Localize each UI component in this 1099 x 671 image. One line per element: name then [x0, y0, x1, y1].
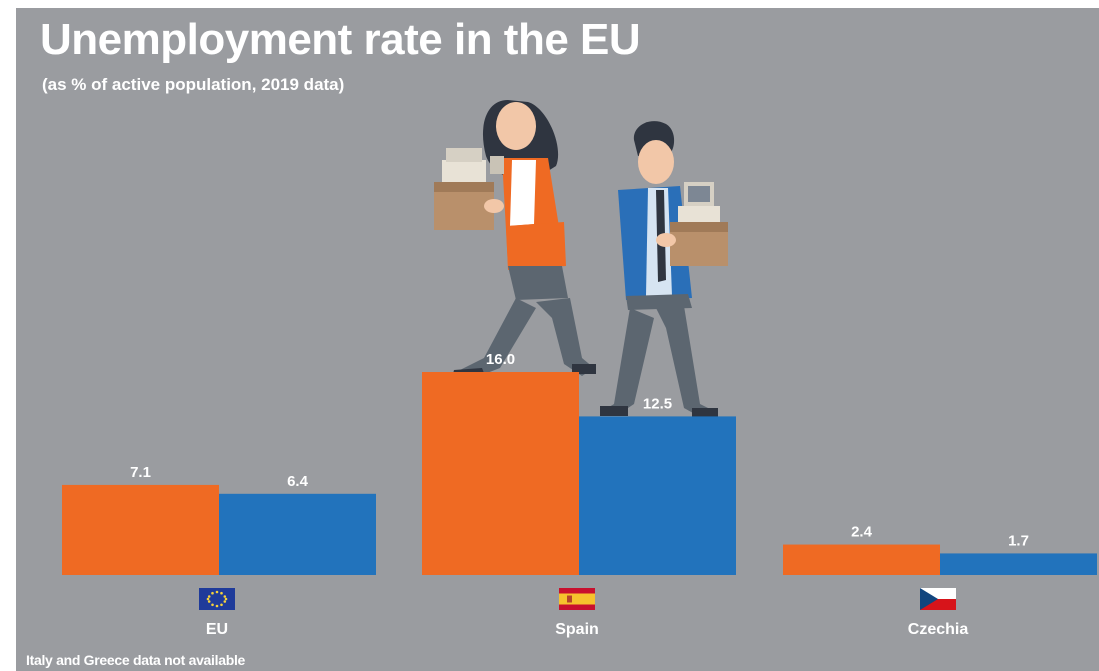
value-label-spain-orange: 16.0 — [486, 351, 515, 368]
footnote: Italy and Greece data not available — [26, 652, 246, 668]
x-axis-categories: EU Spain Czechia — [199, 588, 968, 638]
chart-title: Unemployment rate in the EU — [40, 15, 641, 64]
value-label-czechia-orange: 2.4 — [851, 524, 873, 541]
bar-eu-blue — [219, 493, 376, 575]
chart-subtitle: (as % of active population, 2019 data) — [42, 75, 345, 94]
category-label-czechia: Czechia — [908, 621, 969, 638]
bar-spain-blue — [579, 416, 736, 575]
woman-carrying-box-illustration — [434, 100, 596, 378]
eu-flag-icon — [199, 588, 235, 610]
value-label-czechia-blue: 1.7 — [1008, 532, 1029, 549]
bar-spain-orange — [422, 372, 579, 575]
bars-group: 7.1 6.4 16.0 12.5 2.4 1.7 — [62, 351, 1097, 575]
value-label-eu-orange: 7.1 — [130, 464, 151, 481]
value-label-spain-blue: 12.5 — [643, 395, 672, 412]
chart-panel: Unemployment rate in the EU (as % of act… — [16, 8, 1099, 671]
bar-chart: 7.1 6.4 16.0 12.5 2.4 1.7 — [62, 100, 1097, 638]
czechia-flag-icon — [920, 588, 956, 610]
spain-flag-icon — [559, 588, 595, 610]
bar-czechia-blue — [940, 553, 1097, 575]
man-carrying-box-illustration — [600, 121, 728, 418]
bar-eu-orange — [62, 484, 219, 575]
category-label-spain: Spain — [555, 621, 599, 638]
category-label-eu: EU — [206, 621, 228, 638]
value-label-eu-blue: 6.4 — [287, 473, 309, 490]
bar-czechia-orange — [783, 544, 940, 575]
